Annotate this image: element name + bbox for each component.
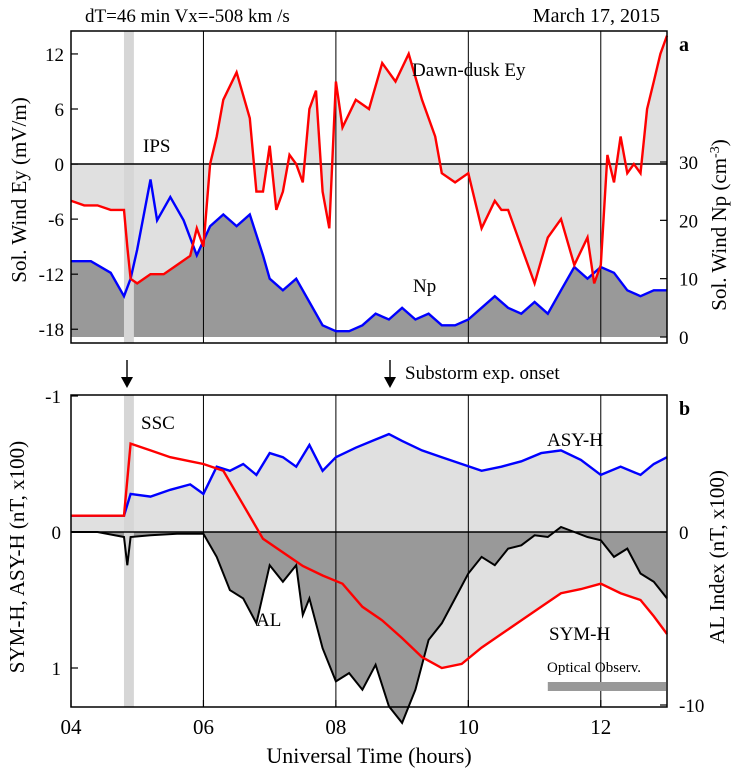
np-tick-label: 30 bbox=[679, 153, 698, 174]
ey-tick-label: 12 bbox=[45, 45, 64, 66]
ey-tick-label: -18 bbox=[39, 320, 64, 341]
ips-arrow-head bbox=[121, 377, 133, 388]
ips-shaded-band bbox=[123, 31, 134, 343]
np-label-main: Sol. Wind Np (cm bbox=[707, 158, 731, 311]
label-ssc: SSC bbox=[141, 413, 175, 434]
panel-b-left-axis-label: SYM-H, ASY-H (nT, x100) bbox=[5, 441, 29, 673]
ey-tick-label: 6 bbox=[55, 100, 65, 121]
x-tick-label: 10 bbox=[458, 715, 479, 739]
substorm-onset-label: Substorm exp. onset bbox=[405, 363, 560, 384]
np-tick-label: 20 bbox=[679, 211, 698, 232]
ey-tick-label: -6 bbox=[48, 210, 64, 231]
sym-h-line bbox=[71, 441, 668, 670]
header-left: dT=46 min Vx=-508 km /s bbox=[85, 6, 290, 27]
optical-observation-bar bbox=[547, 682, 666, 691]
panel-b-right-axis-label: AL Index (nT, x100) bbox=[705, 470, 729, 644]
np-tick-label: 10 bbox=[679, 270, 698, 291]
header-date: March 17, 2015 bbox=[533, 5, 660, 27]
x-tick-label: 06 bbox=[193, 715, 214, 739]
panel-a-letter: a bbox=[679, 34, 689, 56]
x-axis: 04 06 08 10 12 bbox=[61, 700, 611, 739]
sym-tick-label: -1 bbox=[45, 387, 61, 408]
x-tick-label: 04 bbox=[61, 715, 83, 739]
np-line bbox=[71, 179, 667, 333]
label-al: AL bbox=[256, 610, 281, 631]
panel-b-letter: b bbox=[679, 398, 690, 420]
sym-tick-label: 1 bbox=[52, 659, 62, 680]
ey-line bbox=[70, 35, 669, 288]
al-tick-label: -10 bbox=[679, 696, 704, 717]
al-tick-label: 0 bbox=[679, 523, 689, 544]
sym-tick-label: 0 bbox=[52, 523, 62, 544]
panel-a-frame bbox=[70, 30, 668, 344]
panel-b-frame bbox=[70, 394, 668, 708]
label-np: Np bbox=[413, 276, 436, 297]
al-line bbox=[71, 525, 668, 725]
label-ips: IPS bbox=[143, 136, 170, 157]
np-tick-label: 0 bbox=[679, 328, 689, 349]
event-arrows: Substorm exp. onset bbox=[121, 360, 560, 388]
label-asy-h: ASY-H bbox=[547, 430, 603, 451]
label-optical-observ: Optical Observ. bbox=[547, 660, 641, 676]
al-area bbox=[71, 527, 667, 723]
asy-h-area bbox=[71, 434, 667, 532]
x-tick-label: 08 bbox=[325, 715, 346, 739]
ey-tick-label: -12 bbox=[39, 265, 64, 286]
np-label-close: ) bbox=[707, 139, 731, 146]
panel-a: -18 -12 -6 0 6 12 0 10 20 30 a IPS Dawn-dusk Ey N… bbox=[7, 30, 731, 349]
panel-a-right-axis-label: Sol. Wind Np (cm-3) bbox=[707, 139, 731, 310]
x-tick-label: 12 bbox=[590, 715, 611, 739]
ey-area bbox=[71, 35, 667, 284]
ey-tick-label: 0 bbox=[55, 155, 65, 176]
panel-a-left-axis-label: Sol. Wind Ey (mV/m) bbox=[7, 97, 31, 282]
asy-h-line bbox=[71, 432, 668, 517]
label-dawn-dusk-ey: Dawn-dusk Ey bbox=[412, 60, 526, 81]
substorm-arrow-head bbox=[384, 377, 396, 388]
label-sym-h: SYM-H bbox=[549, 624, 611, 645]
x-axis-label: Universal Time (hours) bbox=[266, 743, 471, 768]
np-label-exponent: -3 bbox=[708, 146, 723, 158]
